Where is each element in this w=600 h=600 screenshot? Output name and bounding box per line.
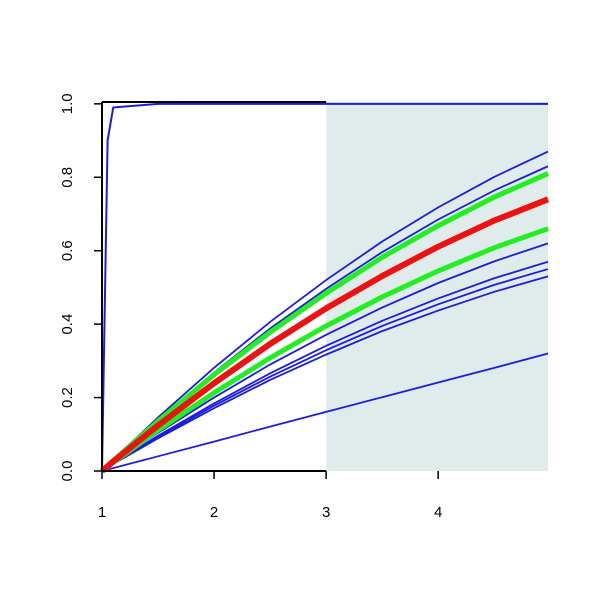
series-line [100, 196, 550, 474]
y-tick-label: 0.6 [59, 240, 76, 261]
y-tick-label: 0.2 [59, 387, 76, 408]
y-tick-label: 0.8 [59, 167, 76, 188]
x-tick-label: 3 [322, 504, 330, 521]
y-tick-label: 1.0 [59, 93, 76, 114]
y-tick-label: 0.0 [59, 461, 76, 482]
x-tick-label: 1 [98, 504, 106, 521]
series-line [101, 352, 549, 472]
y-tick-label: 0.4 [59, 314, 76, 335]
series-line [101, 102, 548, 472]
x-tick-label: 2 [210, 504, 218, 521]
x-tick-label: 4 [434, 504, 442, 521]
